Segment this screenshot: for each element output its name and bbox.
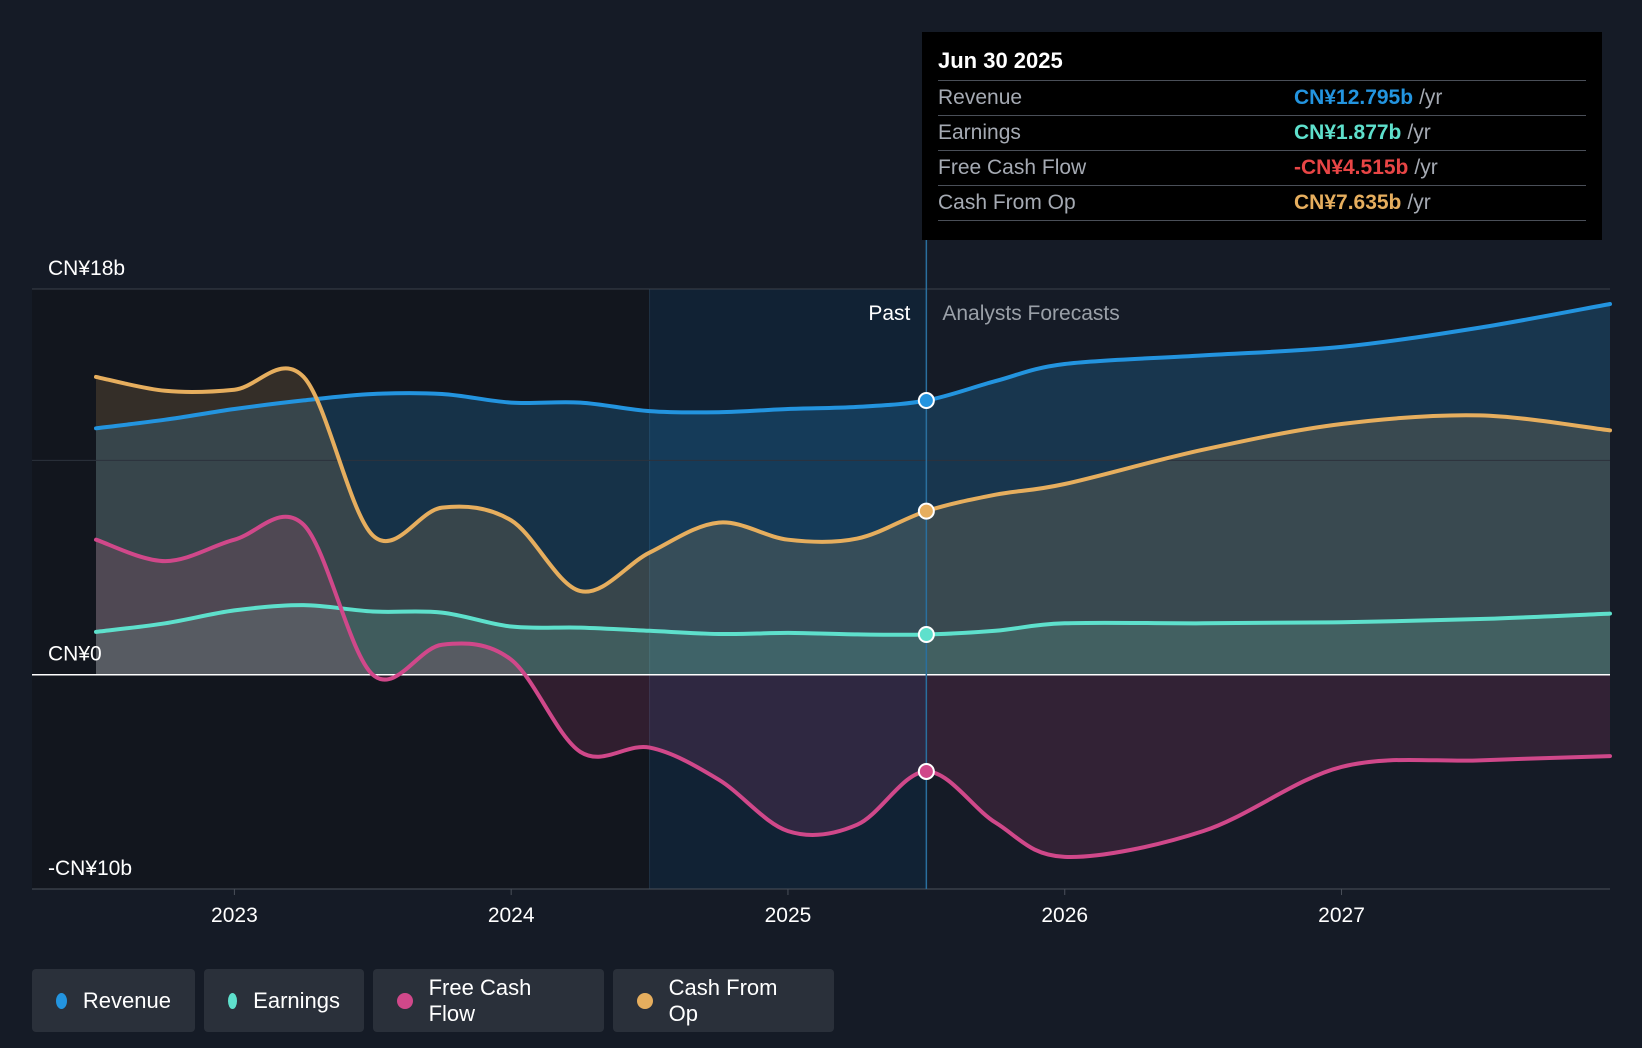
x-tick-label: 2023 bbox=[211, 904, 258, 927]
point-cash-from-op bbox=[917, 502, 935, 520]
tooltip-label: Revenue bbox=[938, 86, 1023, 109]
tooltip-value: CN¥7.635b bbox=[1294, 191, 1402, 214]
area-revenue bbox=[96, 304, 1610, 675]
legend-item-earnings[interactable]: Earnings bbox=[204, 969, 364, 1032]
area-free-cash-flow bbox=[96, 516, 1610, 858]
x-tick-label: 2024 bbox=[488, 904, 535, 927]
point-free-cash-flow bbox=[917, 762, 935, 780]
highlight-region bbox=[649, 289, 927, 889]
tooltip-value: CN¥12.795b bbox=[1294, 86, 1414, 109]
x-tick-label: 2026 bbox=[1041, 904, 1088, 927]
y-tick-label: CN¥18b bbox=[48, 257, 125, 280]
y-tick-label: CN¥0 bbox=[48, 643, 102, 666]
legend-item-revenue[interactable]: Revenue bbox=[32, 969, 195, 1032]
legend-dot-icon bbox=[397, 992, 413, 1009]
series-line-earnings bbox=[94, 603, 1612, 637]
legend-dot-icon bbox=[637, 992, 653, 1009]
tooltip-row-free-cash-flow: Free Cash Flow -CN¥4.515b /yr bbox=[938, 150, 1586, 185]
tooltip-label: Cash From Op bbox=[938, 191, 1076, 214]
x-tick-label: 2025 bbox=[765, 904, 812, 927]
x-tick-label: 2027 bbox=[1318, 904, 1365, 927]
tooltip-unit: /yr bbox=[1407, 191, 1431, 214]
point-revenue bbox=[917, 392, 935, 410]
forecast-label: Analysts Forecasts bbox=[942, 302, 1119, 325]
legend-dot-icon bbox=[228, 992, 238, 1009]
series-line-cash-from-op bbox=[94, 366, 1612, 594]
legend-label: Free Cash Flow bbox=[428, 974, 532, 1026]
tooltip: Jun 30 2025 Revenue CN¥12.795b /yr Earni… bbox=[922, 32, 1602, 240]
tooltip-unit: /yr bbox=[1407, 121, 1431, 144]
tooltip-date: Jun 30 2025 bbox=[938, 48, 1063, 73]
point-earnings bbox=[917, 625, 935, 643]
legend: Revenue Earnings Free Cash Flow Cash Fro… bbox=[32, 969, 834, 1032]
past-region bbox=[32, 289, 650, 889]
tooltip-label: Free Cash Flow bbox=[938, 156, 1087, 179]
tooltip-row-revenue: Revenue CN¥12.795b /yr bbox=[938, 80, 1586, 115]
y-tick-label: -CN¥10b bbox=[48, 857, 132, 880]
series-line-revenue bbox=[94, 302, 1612, 431]
tooltip-value: -CN¥4.515b bbox=[1294, 156, 1409, 179]
legend-item-cash-from-op[interactable]: Cash From Op bbox=[613, 969, 834, 1032]
tooltip-unit: /yr bbox=[1414, 156, 1438, 179]
legend-label: Earnings bbox=[253, 987, 340, 1013]
tooltip-row-cash-from-op: Cash From Op CN¥7.635b /yr bbox=[938, 185, 1586, 221]
legend-label: Cash From Op bbox=[668, 974, 778, 1026]
series-line-free-cash-flow bbox=[94, 514, 1612, 859]
tooltip-label: Earnings bbox=[938, 121, 1021, 144]
tooltip-unit: /yr bbox=[1419, 86, 1443, 109]
legend-item-free-cash-flow[interactable]: Free Cash Flow bbox=[373, 969, 604, 1032]
tooltip-value: CN¥1.877b bbox=[1294, 121, 1402, 144]
legend-label: Revenue bbox=[82, 987, 171, 1013]
area-earnings bbox=[96, 605, 1610, 675]
legend-dot-icon bbox=[56, 992, 67, 1009]
past-label: Past bbox=[868, 302, 910, 325]
tooltip-row-earnings: Earnings CN¥1.877b /yr bbox=[938, 115, 1586, 150]
